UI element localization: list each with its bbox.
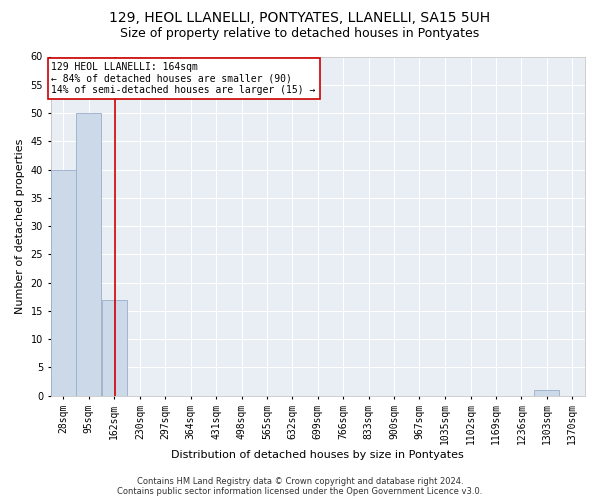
Bar xyxy=(76,113,101,396)
Text: 129, HEOL LLANELLI, PONTYATES, LLANELLI, SA15 5UH: 129, HEOL LLANELLI, PONTYATES, LLANELLI,… xyxy=(109,11,491,25)
Bar xyxy=(51,170,76,396)
Bar xyxy=(101,300,127,396)
X-axis label: Distribution of detached houses by size in Pontyates: Distribution of detached houses by size … xyxy=(172,450,464,460)
Text: Contains HM Land Registry data © Crown copyright and database right 2024.
Contai: Contains HM Land Registry data © Crown c… xyxy=(118,476,482,496)
Text: Size of property relative to detached houses in Pontyates: Size of property relative to detached ho… xyxy=(121,28,479,40)
Y-axis label: Number of detached properties: Number of detached properties xyxy=(15,138,25,314)
Bar xyxy=(535,390,559,396)
Text: 129 HEOL LLANELLI: 164sqm
← 84% of detached houses are smaller (90)
14% of semi-: 129 HEOL LLANELLI: 164sqm ← 84% of detac… xyxy=(52,62,316,96)
